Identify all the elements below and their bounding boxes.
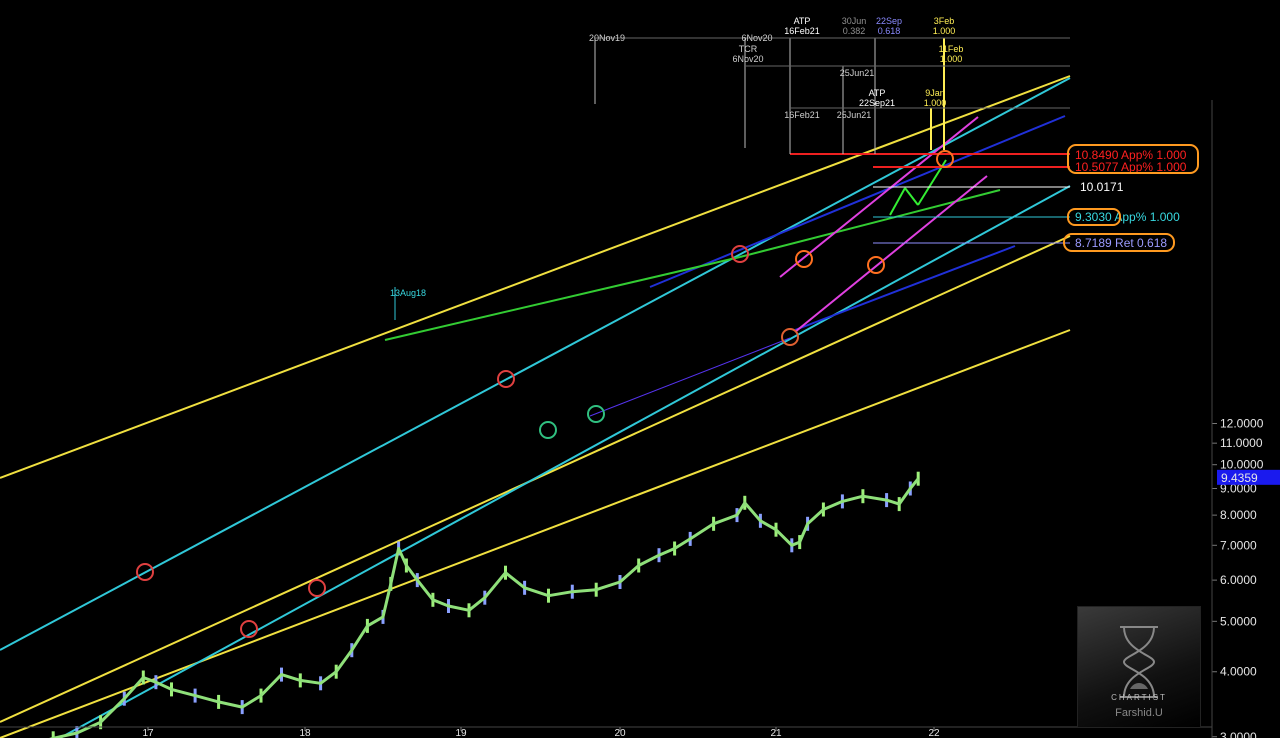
- annotation-line2: 6Nov20: [741, 33, 772, 43]
- annotation-line2: 13Aug18: [390, 288, 426, 298]
- annotation-line2: 20Nov19: [589, 33, 625, 43]
- watermark-title: CHARTIST: [1111, 693, 1167, 702]
- annotation-line1: TCR: [739, 44, 758, 54]
- annotation-line2: 1.000: [940, 54, 963, 64]
- y-tick-label: 4.0000: [1220, 665, 1257, 679]
- pivot-circle: [936, 150, 954, 168]
- annotation-line1: 22Sep: [876, 16, 902, 26]
- y-tick-label: 7.0000: [1220, 538, 1257, 552]
- purple-trend-base: [589, 337, 791, 417]
- annotation-line2: 25Jun21: [840, 68, 875, 78]
- label-highlight-box: [1067, 208, 1121, 226]
- x-tick-label: 21: [770, 728, 782, 738]
- green-projection-b: [904, 187, 919, 206]
- x-tick-label: 22: [928, 728, 940, 738]
- y-tick-label: 5.0000: [1220, 614, 1257, 628]
- annotation-line1: 9Jan: [925, 88, 945, 98]
- current-price-box: [1217, 469, 1280, 485]
- y-tick-label: 12.0000: [1220, 417, 1264, 431]
- hourglass-icon: [1120, 626, 1158, 698]
- x-tick-label: 20: [614, 728, 626, 738]
- price-level-label: 8.7189 Ret 0.618: [1075, 236, 1167, 250]
- x-tick-label: 19: [455, 728, 467, 738]
- pivot-circle: [731, 245, 749, 263]
- x-tick-label: 18: [299, 728, 311, 738]
- yellow-channel-top: [0, 75, 1071, 479]
- price-bar: [51, 731, 55, 738]
- current-price-label: 9.4359: [1221, 471, 1258, 485]
- y-axis: 12.0000 11.0000 10.0000 9.0000 8.0000 7.0000 6…: [1211, 100, 1280, 738]
- pivot-circle: [136, 563, 154, 581]
- annotation-line1: ATP: [794, 16, 811, 26]
- price-level-label: 10.5077 App% 1.000: [1075, 160, 1187, 174]
- blue-trend-upper: [649, 115, 1066, 288]
- y-tick-label: 9.0000: [1220, 482, 1257, 496]
- pivot-markers: [136, 150, 954, 638]
- annotation-line2: 1.000: [933, 26, 956, 36]
- top-annotations: 20Nov19 6Nov20ATP16Feb2130Jun0.38222Sep0.…: [390, 16, 963, 298]
- green-trendline-1: [384, 256, 741, 341]
- pivot-circle: [781, 328, 799, 346]
- x-axis: 17 18 19 20 21 22: [0, 726, 1212, 738]
- annotation-line2: 1.000: [924, 98, 947, 108]
- pivot-circle: [539, 421, 557, 439]
- annotation-line2: 6Nov20: [732, 54, 763, 64]
- cyan-channel-top: [0, 77, 1071, 651]
- annotation-line2: 22Sep21: [859, 98, 895, 108]
- annotation-line2: 25Jun21: [837, 110, 872, 120]
- pivot-circle: [497, 370, 515, 388]
- green-trendline-2: [739, 189, 1001, 258]
- magenta-channel-low: [794, 175, 988, 333]
- label-highlight-box: [1067, 144, 1199, 174]
- pivot-circle: [308, 579, 326, 597]
- annotation-line1: 3Feb: [934, 16, 955, 26]
- annotation-line2: 0.382: [843, 26, 866, 36]
- price-line: [49, 477, 920, 738]
- green-projection-a: [889, 187, 906, 216]
- y-tick-label: 8.0000: [1220, 508, 1257, 522]
- pivot-circle: [240, 620, 258, 638]
- annotation-line2: 16Feb21: [784, 26, 820, 36]
- pivot-circle: [867, 256, 885, 274]
- annotation-line1: ATP: [869, 88, 886, 98]
- blue-trend-lower: [794, 245, 1016, 331]
- yellow-channel-low: [0, 329, 1071, 738]
- annotation-line1: 11Feb: [939, 44, 964, 54]
- annotation-line2: 16Feb21: [784, 110, 820, 120]
- annotation-line2: 0.618: [878, 26, 901, 36]
- price-level-label: 9.3030 App% 1.000: [1075, 210, 1180, 224]
- pivot-circle: [587, 405, 605, 423]
- price-level-label: 10.0171: [1080, 180, 1124, 194]
- watermark-logo: CHARTIST Farshid.U: [1077, 606, 1201, 728]
- y-tick-label: 6.0000: [1220, 573, 1257, 587]
- price-series: [49, 471, 920, 738]
- price-level-label: 10.8490 App% 1.000: [1075, 148, 1187, 162]
- watermark-author: Farshid.U: [1115, 707, 1163, 719]
- trend-lines: [0, 37, 1071, 738]
- pivot-circle: [795, 250, 813, 268]
- y-tick-label: 11.0000: [1220, 436, 1263, 450]
- y-tick-label: 10.0000: [1220, 458, 1264, 472]
- x-tick-label: 17: [142, 728, 154, 738]
- label-highlight-box: [1063, 233, 1175, 252]
- annotation-line1: 30Jun: [842, 16, 867, 26]
- cyan-channel-low: [59, 185, 1071, 738]
- y-tick-label: 3.0000: [1220, 730, 1257, 738]
